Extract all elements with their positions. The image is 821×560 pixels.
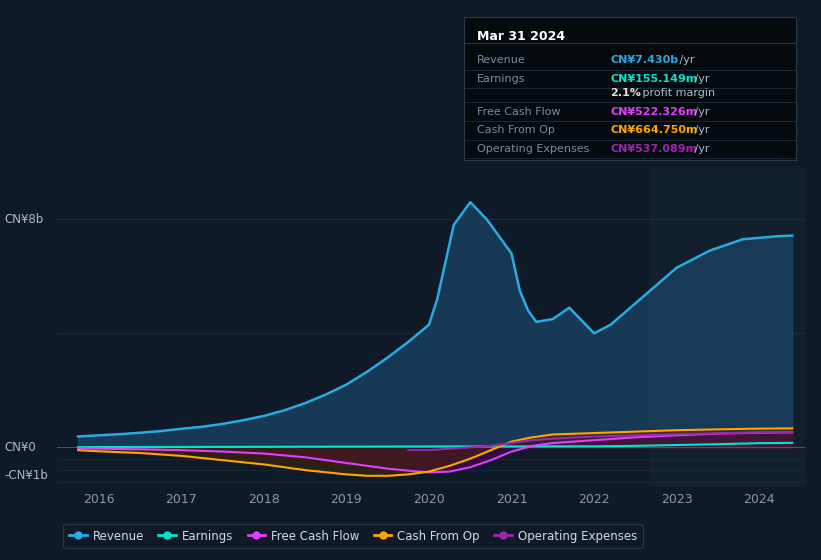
Text: /yr: /yr [690,144,709,154]
Text: Mar 31 2024: Mar 31 2024 [477,30,566,43]
Text: profit margin: profit margin [640,88,716,98]
Text: CN¥537.089m: CN¥537.089m [610,144,697,154]
Text: CN¥155.149m: CN¥155.149m [610,74,698,84]
Text: CN¥664.750m: CN¥664.750m [610,125,698,136]
Text: CN¥522.326m: CN¥522.326m [610,107,697,117]
Bar [649,168,805,487]
Text: Revenue: Revenue [477,55,526,66]
Text: /yr: /yr [690,125,709,136]
Text: CN¥0: CN¥0 [4,441,36,454]
Text: /yr: /yr [690,74,709,84]
Text: /yr: /yr [676,55,695,66]
Text: CN¥7.430b: CN¥7.430b [610,55,678,66]
Text: -CN¥1b: -CN¥1b [4,469,48,482]
Text: Cash From Op: Cash From Op [477,125,555,136]
Text: /yr: /yr [690,107,709,117]
Text: 2.1%: 2.1% [610,88,641,98]
Text: Free Cash Flow: Free Cash Flow [477,107,561,117]
Text: Earnings: Earnings [477,74,525,84]
Text: Operating Expenses: Operating Expenses [477,144,589,154]
Text: CN¥8b: CN¥8b [4,213,44,226]
Legend: Revenue, Earnings, Free Cash Flow, Cash From Op, Operating Expenses: Revenue, Earnings, Free Cash Flow, Cash … [63,524,643,548]
